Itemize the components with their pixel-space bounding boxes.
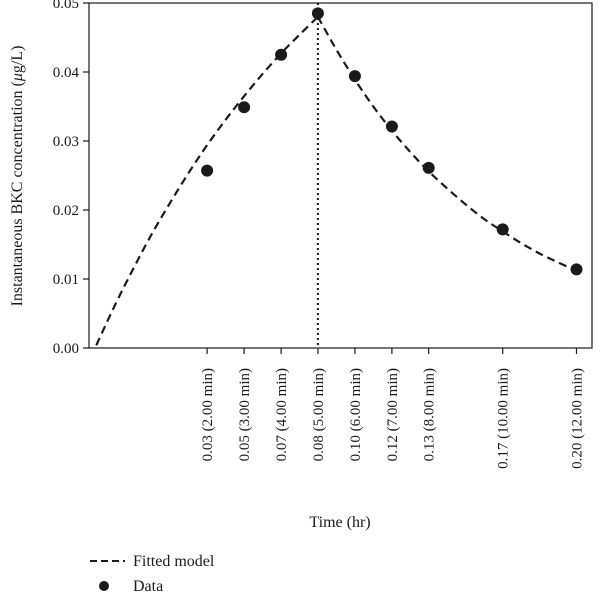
plot-area — [95, 3, 583, 348]
data-point — [311, 7, 324, 20]
y-tick-label: 0.05 — [53, 0, 79, 12]
x-tick-label: 0.12 (7.00 min) — [385, 368, 401, 461]
y-tick-label: 0.01 — [53, 272, 79, 288]
x-tick-label: 0.05 (3.00 min) — [237, 368, 253, 461]
legend-label-data: Data — [133, 578, 163, 595]
y-axis: 0.00 0.01 0.02 0.03 0.04 0.05 — [53, 0, 89, 357]
data-point — [570, 263, 583, 276]
x-tick-label: 0.07 (4.00 min) — [274, 368, 290, 461]
y-tick-label: 0.04 — [53, 65, 80, 81]
legend-dot-icon — [99, 581, 109, 591]
x-tick-label: 0.08 (5.00 min) — [311, 368, 327, 461]
x-tick-label: 0.17 (10.00 min) — [496, 368, 512, 469]
y-tick-label: 0.00 — [53, 341, 79, 357]
data-point — [348, 70, 361, 83]
y-tick-label: 0.02 — [53, 203, 79, 219]
x-axis-label: Time (hr) — [309, 514, 370, 531]
data-point — [238, 101, 251, 114]
fitted-model-line — [95, 16, 577, 346]
x-tick-label: 0.03 (2.00 min) — [200, 368, 216, 461]
x-tick-label: 0.10 (6.00 min) — [348, 368, 364, 461]
data-point — [201, 164, 214, 177]
legend-label-fitted-model: Fitted model — [133, 553, 215, 570]
y-axis-label: Instantaneous BKC concentration (μg/L) — [9, 46, 26, 307]
legend: Fitted model Data — [90, 553, 215, 595]
data-point — [496, 223, 509, 236]
x-axis: 0.03 (2.00 min) 0.05 (3.00 min) 0.07 (4.00… — [200, 348, 585, 469]
data-point — [385, 120, 398, 133]
x-tick-label: 0.13 (8.00 min) — [422, 368, 438, 461]
data-point — [422, 161, 435, 174]
y-tick-label: 0.03 — [53, 134, 79, 150]
plot-frame — [88, 2, 593, 349]
data-point — [275, 48, 288, 61]
x-tick-label: 0.20 (12.00 min) — [569, 368, 585, 469]
